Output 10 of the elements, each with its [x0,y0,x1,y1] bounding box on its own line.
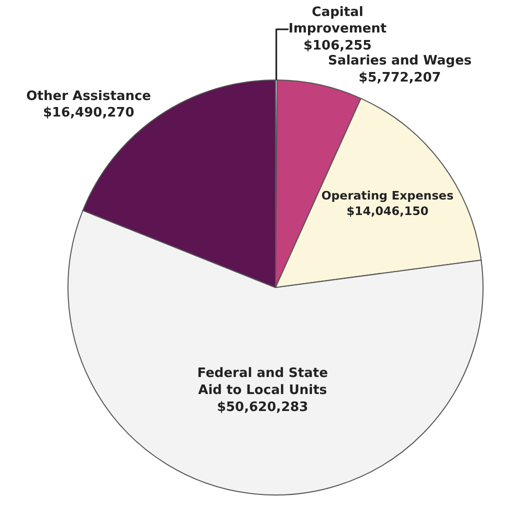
slice-label: Federal and State Aid to Local Units [197,366,328,398]
data-label: $14,046,150 [346,204,429,218]
data-label: $50,620,283 [216,400,308,415]
slice-label: Salaries and Wages [328,54,472,69]
slice-label: Operating Expenses [321,188,454,203]
data-label: $106,255 [303,38,372,54]
slice-label: Capital Improvement [288,4,387,37]
data-label: $5,772,207 [358,70,441,86]
slice-label: Other Assistance [26,88,152,104]
data-label: $16,490,270 [42,106,134,121]
